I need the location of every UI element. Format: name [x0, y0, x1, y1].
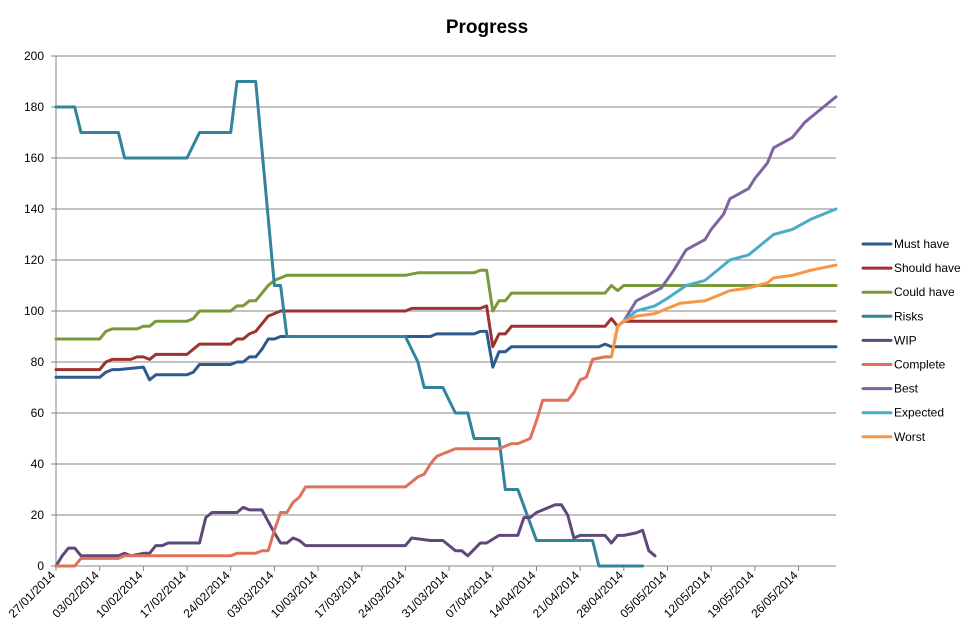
y-tick-label: 100 [24, 304, 44, 318]
series-line-best [622, 95, 838, 323]
series-line-wip [54, 503, 657, 568]
y-tick-label: 80 [31, 355, 45, 369]
series-line-could-have [54, 268, 838, 341]
legend-label-expected: Expected [894, 406, 944, 420]
y-tick-label: 60 [31, 406, 45, 420]
y-tick-label: 120 [24, 253, 44, 267]
legend-label-risks: Risks [894, 309, 923, 323]
y-tick-label: 180 [24, 100, 44, 114]
legend: Must have Should have Could have Risks WIP Co… [861, 237, 961, 444]
chart-title: Progress [446, 17, 528, 38]
series-lines [54, 80, 838, 568]
y-tick-label: 20 [31, 508, 45, 522]
series-line-complete [54, 319, 626, 568]
legend-label-complete: Complete [894, 358, 946, 372]
legend-label-wip: WIP [894, 333, 917, 347]
series-line-must-have [54, 329, 838, 382]
legend-label-worst: Worst [894, 430, 926, 444]
legend-label-best: Best [894, 382, 919, 396]
legend-label-could-have: Could have [894, 285, 955, 299]
legend-label-should-have: Should have [894, 261, 961, 275]
y-axis-ticks: 0 20 40 60 80 100 120 140 160 180 200 [24, 49, 56, 573]
y-tick-label: 140 [24, 202, 44, 216]
series-line-risks [54, 80, 645, 568]
y-tick-label: 160 [24, 151, 44, 165]
legend-label-must-have: Must have [894, 237, 950, 251]
series-line-should-have [54, 304, 838, 372]
series-line-expected [622, 207, 838, 323]
y-tick-label: 0 [37, 559, 44, 573]
series-line-worst [609, 263, 838, 359]
y-tick-label: 200 [24, 49, 44, 63]
y-tick-label: 40 [31, 457, 45, 471]
